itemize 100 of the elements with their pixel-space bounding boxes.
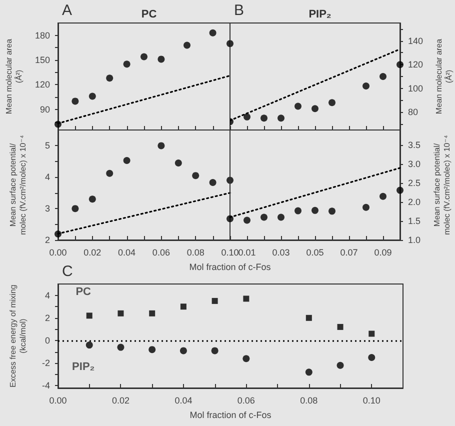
x-tick-label: 0.03 [272, 248, 290, 258]
point [328, 208, 336, 215]
point [305, 368, 312, 376]
x-tick-label: 0.01 [238, 248, 256, 258]
x-tick-label: 0.04 [118, 248, 136, 258]
y-tick-label: 90 [40, 104, 50, 114]
point [209, 178, 216, 186]
point [158, 142, 165, 150]
point [149, 310, 156, 316]
y-tick-label: -4 [42, 380, 50, 391]
point [117, 344, 124, 351]
y2-tick-label: 2.5 [408, 178, 421, 188]
series-label: PC [76, 286, 92, 298]
y-tick-label: 180 [34, 30, 50, 40]
y-tick-label: 2 [44, 312, 50, 323]
y2-tick-label: 2.0 [408, 197, 421, 208]
text: B [234, 2, 244, 19]
point [380, 73, 386, 80]
point [184, 42, 190, 49]
point [242, 355, 250, 362]
point [123, 60, 130, 68]
point [123, 156, 130, 164]
point [368, 330, 375, 337]
point [180, 304, 186, 310]
point [158, 56, 165, 63]
point [312, 206, 318, 214]
x-tick-label: 0.09 [374, 248, 392, 258]
point [368, 354, 376, 361]
x-tick-label: 0.06 [152, 248, 170, 258]
point [209, 29, 216, 36]
point [88, 196, 96, 203]
y-tick-label: 0 [44, 336, 50, 346]
point [380, 192, 386, 200]
point [192, 172, 200, 180]
x-tick-label: 0.10 [362, 396, 380, 406]
y-axis-title: Mean molecular area (Å²) [4, 38, 24, 114]
y2-tick-label: 120 [408, 60, 424, 70]
point [174, 160, 182, 166]
y2-tick-label: 3.5 [408, 140, 421, 150]
y-tick-label: 3 [44, 204, 50, 214]
y-tick-label: -2 [42, 358, 50, 368]
y-tick-label: 4 [44, 172, 50, 182]
chart-title: PC [141, 8, 157, 20]
point [72, 205, 79, 212]
point [148, 346, 156, 354]
point [244, 113, 250, 120]
point [336, 362, 344, 369]
point [226, 40, 234, 48]
x-tick-label: 0.00 [49, 396, 67, 406]
x-axis-title: Mol fraction of c-Fos [189, 262, 272, 272]
y-tick-label: 5 [44, 140, 50, 151]
point [106, 74, 114, 82]
point [86, 312, 92, 319]
x-tick-label: 0.10 [221, 248, 239, 258]
point [294, 102, 302, 110]
point [88, 92, 96, 100]
point [328, 99, 336, 106]
x-tick-label: 0.07 [340, 248, 358, 258]
x-tick-label: 0.02 [112, 396, 130, 406]
point [106, 170, 114, 177]
y-axis-title: Mean surface potential/ molec (fV.cm²/molec) x 10⁻⁴ [8, 134, 28, 235]
point [86, 342, 93, 349]
x-tick-label: 0.02 [84, 248, 102, 258]
point [306, 314, 312, 321]
point [54, 120, 62, 128]
y-tick-label: 2 [44, 235, 50, 245]
point [260, 114, 268, 122]
y-tick-label: 150 [34, 55, 50, 66]
point [396, 61, 404, 68]
point [118, 310, 124, 316]
point [396, 186, 404, 194]
point [294, 207, 302, 214]
x-tick-label: 0.06 [237, 396, 255, 406]
point [180, 347, 187, 354]
y2-axis-title: Mean surface potential/ molec (fV.cm²/molec) x 10⁻⁴ [432, 134, 452, 235]
point [278, 114, 284, 122]
point [243, 296, 250, 302]
point [211, 347, 218, 354]
x-tick-label: 0.04 [174, 396, 192, 406]
x-tick-label: 0.08 [186, 248, 204, 258]
y2-tick-label: 1.5 [408, 216, 421, 226]
x-tick-label: 0.08 [300, 396, 318, 406]
y2-tick-label: 140 [408, 36, 424, 46]
y2-tick-label: 100 [408, 83, 424, 94]
point [244, 216, 250, 224]
x-axis-title: Mol fraction of c-Fos [190, 410, 272, 420]
point [212, 298, 218, 304]
point [362, 82, 370, 90]
x-tick-label: 0.05 [306, 248, 324, 258]
point [72, 98, 79, 105]
y-tick-label: 4 [44, 290, 50, 300]
y2-axis-title: Mean molecular area (Å²) [434, 38, 454, 114]
point [278, 214, 284, 221]
text: A [62, 2, 72, 19]
series-label: PIP₂ [72, 361, 95, 374]
y2-tick-label: 80 [408, 107, 418, 118]
point [260, 214, 268, 221]
y2-tick-label: 3.0 [408, 159, 421, 170]
y-axis-title: Excess free energy of mixing (kcal/mol) [8, 284, 28, 388]
y2-tick-label: 1.0 [408, 235, 421, 245]
